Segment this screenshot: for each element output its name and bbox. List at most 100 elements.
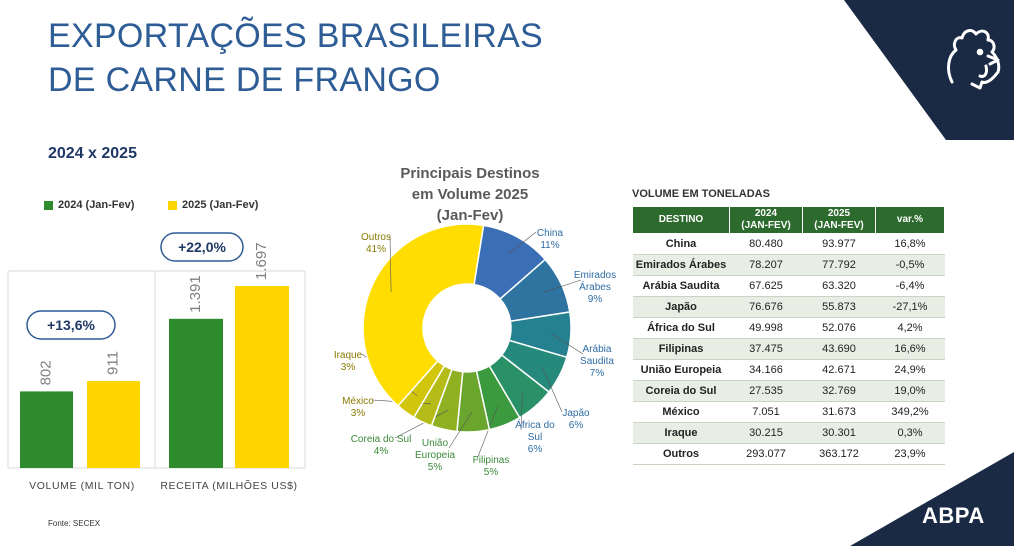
- bar-2024-receita: [169, 318, 223, 468]
- cell-var: -6,4%: [875, 275, 945, 297]
- table-caption: VOLUME EM TONELADAS: [632, 188, 770, 200]
- cell-destino: Filipinas: [632, 338, 730, 360]
- cell-2025: 77.792: [802, 254, 876, 276]
- donut-label: Outros 41%: [361, 232, 391, 255]
- corner-banner: [844, 0, 1014, 140]
- donut-label: China 11%: [537, 228, 564, 251]
- donut-label-text: Coreia do Sul: [351, 434, 412, 445]
- source-note: Fonte: SECEX: [48, 519, 101, 528]
- donut-label-text: Outros: [361, 232, 391, 243]
- donut-leader-line: [507, 231, 537, 255]
- donut-label-text: Emirados: [574, 270, 616, 281]
- growth-badge-label: +22,0%: [178, 239, 226, 255]
- legend-swatch-2024: [44, 200, 53, 210]
- cell-2025: 63.320: [802, 275, 876, 297]
- cell-destino: Coreia do Sul: [632, 380, 730, 402]
- bar-value-label: 802: [37, 360, 54, 385]
- table-row: Emirados Árabes 78.207 77.792 -0,5%: [632, 254, 945, 276]
- donut-label-text: Filipinas: [473, 455, 510, 466]
- donut-title-line-1: Principais Destinos: [400, 165, 540, 182]
- donut-leader-line: [541, 366, 563, 413]
- donut-label-percent: 41%: [366, 244, 386, 255]
- donut-leader-line: [520, 391, 523, 431]
- bar-category-label: VOLUME (MIL TON): [29, 480, 135, 492]
- donut-label-percent: 5%: [484, 467, 499, 478]
- donut-label: Coreia do Sul 4%: [351, 434, 412, 457]
- donut-label: México 3%: [342, 396, 374, 419]
- donut-title-line-2: em Volume 2025: [411, 186, 529, 203]
- table-row: Arábia Saudita 67.625 63.320 -6,4%: [632, 275, 945, 297]
- donut-label-text: Iraque: [334, 350, 363, 361]
- donut-label-percent: 4%: [374, 446, 389, 457]
- donut-label-percent: 6%: [569, 420, 584, 431]
- donut-label: União Europeia 5%: [415, 438, 455, 473]
- cell-destino: México: [632, 401, 730, 423]
- legend-label-2025: 2025 (Jan-Fev): [182, 199, 259, 211]
- bar-2025-receita: [235, 286, 289, 468]
- donut-leader-line: [543, 279, 582, 293]
- donut-label-percent: 3%: [341, 362, 356, 373]
- donut-label-text: Sul: [528, 432, 542, 443]
- cell-destino: União Europeia: [632, 359, 730, 381]
- cell-var: 19,0%: [875, 380, 945, 402]
- donut-label-text: Saudita: [580, 356, 614, 367]
- table-row: União Europeia 34.166 42.671 24,9%: [632, 359, 945, 381]
- cell-2024: 80.480: [729, 233, 803, 255]
- donut-label-percent: 3%: [351, 408, 366, 419]
- donut-label-text: Europeia: [415, 450, 455, 461]
- growth-badge: [26, 310, 116, 340]
- donut-label-percent: 11%: [540, 240, 559, 251]
- legend-swatch-2025: [168, 200, 177, 210]
- legend-2024: 2024 (Jan-Fev): [44, 199, 134, 211]
- cell-2025: 55.873: [802, 296, 876, 318]
- cell-destino: China: [632, 233, 730, 255]
- cell-2024: 67.625: [729, 275, 803, 297]
- donut-leader-line: [448, 411, 473, 449]
- cell-2024: 7.051: [729, 401, 803, 423]
- bar-category-label: RECEITA (MILHÕES US$): [160, 479, 297, 492]
- bar-2024-volume: [20, 391, 73, 468]
- donut-leader-line: [389, 235, 392, 293]
- abpa-logo: ABPA: [922, 503, 985, 528]
- table-header-row: DESTINO 2024 (JAN-FEV) 2025 (JAN-FEV) var.…: [632, 206, 945, 234]
- cell-2024: 34.166: [729, 359, 803, 381]
- legend-label-2024: 2024 (Jan-Fev): [58, 199, 135, 211]
- cell-var: 0,3%: [875, 422, 945, 444]
- cell-destino: África do Sul: [632, 317, 730, 339]
- table-row: Japão 76.676 55.873 -27,1%: [632, 296, 945, 318]
- bar-value-label: 911: [104, 351, 121, 375]
- cell-var: -27,1%: [875, 296, 945, 318]
- cell-var: 23,9%: [875, 443, 945, 465]
- cell-destino: Arábia Saudita: [632, 275, 730, 297]
- cell-2025: 32.769: [802, 380, 876, 402]
- donut-label: Japão 6%: [562, 408, 590, 431]
- cell-var: 349,2%: [875, 401, 945, 423]
- cell-var: 24,9%: [875, 359, 945, 381]
- donut-label: Arábia Saudita 7%: [580, 344, 614, 379]
- legend-2025: 2025 (Jan-Fev): [168, 199, 258, 211]
- bar-2025-volume: [87, 381, 140, 468]
- donut-label-text: Japão: [562, 408, 590, 419]
- bar-value-label: 1.697: [253, 242, 270, 280]
- cell-2024: 76.676: [729, 296, 803, 318]
- cell-2025: 43.690: [802, 338, 876, 360]
- table-row: Coreia do Sul 27.535 32.769 19,0%: [632, 380, 945, 402]
- donut-label-percent: 7%: [590, 368, 605, 379]
- donut-label-text: México: [342, 396, 374, 407]
- cell-2025: 363.172: [802, 443, 876, 465]
- col-header-2025: 2025 (JAN-FEV): [802, 206, 876, 234]
- donut-leader-line: [550, 333, 584, 355]
- title-line-2: DE CARNE DE FRANGO: [48, 61, 441, 99]
- donut-leader-line: [476, 406, 498, 460]
- donut-label-percent: 9%: [588, 294, 603, 305]
- donut-label-percent: 5%: [428, 462, 443, 473]
- cell-var: 4,2%: [875, 317, 945, 339]
- table-row: China 80.480 93.977 16,8%: [632, 233, 945, 255]
- cell-2024: 37.475: [729, 338, 803, 360]
- title-line-1: EXPORTAÇÕES BRASILEIRAS: [48, 17, 544, 55]
- cell-2025: 30.301: [802, 422, 876, 444]
- cell-var: 16,6%: [875, 338, 945, 360]
- table-row: México 7.051 31.673 349,2%: [632, 401, 945, 423]
